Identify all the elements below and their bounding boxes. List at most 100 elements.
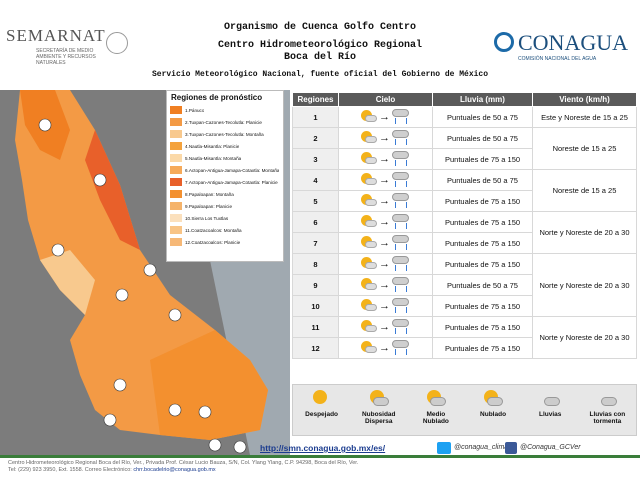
sky-cell: → [338,253,433,275]
title-organismo: Organismo de Cuenca Golfo Centro [223,22,417,33]
legend-item: 7.Actopan-Antigua-Jamapa-Cotaxtla: Plani… [167,176,283,188]
legend-label: 9.Papaloapan: Planicie [185,203,232,209]
legend-item: 12.Coatzacoalcos: Planicie [167,236,283,248]
rain-icon [539,389,561,409]
rain-icon [392,129,410,146]
rain-icon [392,318,410,335]
partly-cloudy-icon [361,277,377,292]
regions-legend: Regiones de pronóstico 1.Pánuco 2.Tuxpan-… [166,90,284,262]
table-row: 4 → Puntuales de 50 a 75 Noreste de 15 a 25 [292,169,637,212]
sky-cell: → [338,169,433,191]
region-number: 6 [292,211,339,233]
arrow-right-icon: → [379,173,390,186]
legend-swatch [170,154,182,162]
clear-sun-icon [311,389,333,409]
rain-amount: Puntuales de 75 a 150 [432,295,533,317]
cloudy-icon [482,389,504,409]
legend-item: 8.Papaloapan: Montaña [167,188,283,200]
legend-item: 9.Papaloapan: Planicie [167,200,283,212]
region-number: 8 [292,253,339,275]
footer-address: Centro Hidrometeorológico Regional Boca … [8,460,359,466]
divider [0,455,640,458]
weather-legend-item: Despejado [299,389,345,418]
partly-cloudy-icon [361,109,377,124]
legend-item: 3.Tuxpan-Cazones-Tecolutla: Montaña [167,128,283,140]
arrow-right-icon: → [379,320,390,333]
legend-swatch [170,106,182,114]
legend-swatch [170,226,182,234]
arrow-right-icon: → [379,278,390,291]
partly-cloudy-icon [361,193,377,208]
legend-label: 4.Nautla-Misantla: Planicie [185,143,240,149]
weather-icon-legend: Despejado Nubosidad Dispersa Medio Nublado… [292,384,637,436]
region-number: 9 [292,274,339,296]
legend-label: 6.Actopan-Antigua-Jamapa-Cotaxtla: Monta… [185,167,280,173]
legend-swatch [170,214,182,222]
sky-transition: → [361,150,410,167]
rain-icon [392,276,410,293]
legend-label: 5.Nautla-Misantla: Montaña [185,155,242,161]
wind-value: Norte y Noreste de 20 a 30 [532,211,637,254]
legend-label: 11.Coatzacoalcos: Montaña [185,227,242,233]
footer-email[interactable]: chrr.bocadelrio@conagua.gob.mx [133,467,216,473]
weather-legend-label: Despejado [305,411,339,418]
rain-icon [392,234,410,251]
header-viento: Viento (km/h) [532,92,637,107]
arrow-right-icon: → [379,194,390,207]
sky-transition: → [361,192,410,209]
legend-swatch [170,202,182,210]
legend-title: Regiones de pronóstico [171,93,263,102]
region-number: 3 [292,148,339,170]
legend-swatch [170,118,182,126]
seal-icon [106,32,128,54]
legend-label: 1.Pánuco [185,107,205,113]
sky-cell: → [338,127,433,149]
partly-cloudy-icon [361,130,377,145]
table-row: 5 → Puntuales de 75 a 150 [292,190,637,212]
rain-amount: Puntuales de 50 a 75 [432,106,533,128]
legend-label: 8.Papaloapan: Montaña [185,191,234,197]
facebook-icon[interactable] [505,442,517,454]
table-row: 8 → Puntuales de 75 a 150 Norte y Noreste d… [292,253,637,317]
forecast-table: Regiones Cielo Lluvia (mm) Viento (km/h)… [292,92,637,359]
partly-cloudy-icon [425,389,447,409]
arrow-right-icon: → [379,131,390,144]
region-number: 5 [292,190,339,212]
legend-item: 1.Pánuco [167,104,283,116]
header: SEMARNAT SECRETARÍA DE MEDIO AMBIENTE Y … [0,0,640,96]
sky-transition: → [361,108,410,125]
arrow-right-icon: → [379,110,390,123]
facebook-handle[interactable]: @Conagua_GCVer [520,444,581,451]
rain-icon [392,213,410,230]
legend-item: 6.Actopan-Antigua-Jamapa-Cotaxtla: Monta… [167,164,283,176]
twitter-handle[interactable]: @conagua_clima [454,444,509,451]
title-boca: Boca del Río [283,52,356,63]
sky-cell: → [338,190,433,212]
twitter-icon[interactable] [437,442,451,454]
sky-transition: → [361,213,410,230]
table-row: 3 → Puntuales de 75 a 150 [292,148,637,170]
semarnat-logo-subtext: SECRETARÍA DE MEDIO AMBIENTE Y RECURSOS … [36,48,96,66]
weather-legend-item: Medio Nublado [413,389,459,425]
legend-swatch [170,130,182,138]
legend-label: 3.Tuxpan-Cazones-Tecolutla: Montaña [185,131,264,137]
footer-contact: Tel: (229) 923 3950, Ext. 1558. Correo E… [8,467,628,474]
wind-value: Norte y Noreste de 20 a 30 [532,253,637,317]
weather-legend-label: Lluvias con tormenta [589,411,626,425]
rain-icon [392,150,410,167]
legend-label: 2.Tuxpan-Cazones-Tecolutla: Planicie [185,119,262,125]
footer: Centro Hidrometeorológico Regional Boca … [8,460,628,474]
wind-value: Este y Noreste de 15 a 25 [532,106,637,128]
rain-icon [392,192,410,209]
sky-cell: → [338,106,433,128]
legend-label: 12.Coatzacoalcos: Planicie [185,239,241,245]
legend-label: 10.Sierra Los Tuxtlas [185,215,229,221]
header-lluvia: Lluvia (mm) [432,92,533,107]
legend-item: 10.Sierra Los Tuxtlas [167,212,283,224]
partly-cloudy-icon [361,172,377,187]
smn-link[interactable]: http://smn.conagua.gob.mx/es/ [260,443,386,453]
title-centro: Centro Hidrometeorológico Regional [217,40,423,51]
region-number: 7 [292,232,339,254]
sky-transition: → [361,339,410,356]
table-row: 6 → Puntuales de 75 a 150 Norte y Noreste d… [292,211,637,254]
